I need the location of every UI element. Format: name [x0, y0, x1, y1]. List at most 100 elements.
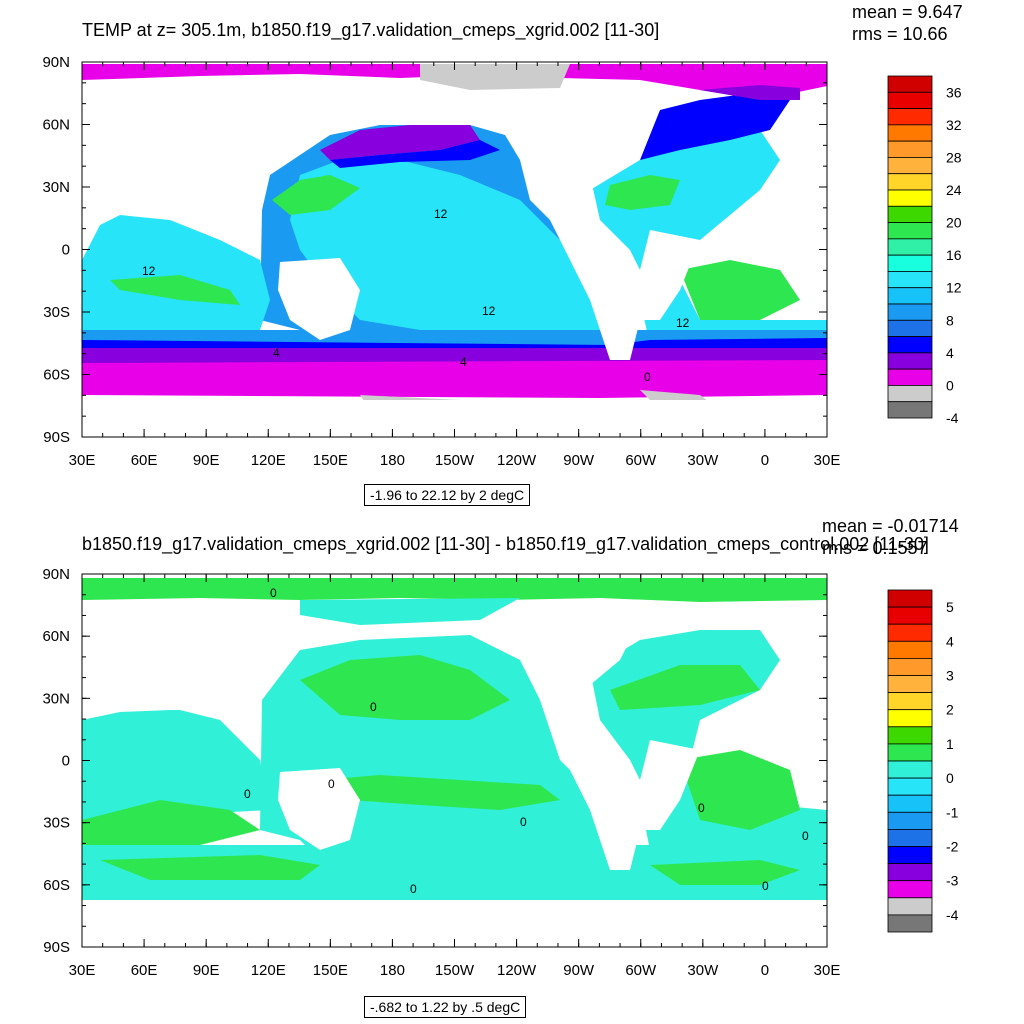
panel-1-rms: rms = 10.66 [852, 24, 948, 44]
panel-2-ocean-field [82, 578, 827, 947]
panel-2-rms: rms = 0.1557 [822, 538, 928, 558]
panel-1-mean: mean = 9.647 [852, 2, 963, 22]
colorbar-label: 4 [946, 345, 954, 361]
lat-tick-label: 60N [42, 117, 70, 134]
colorbar-label: 2 [946, 702, 954, 718]
colorbar-swatch [887, 124, 933, 142]
lon-tick-label: 150E [313, 452, 348, 469]
colorbar-swatch [887, 271, 933, 289]
colorbar-swatch [887, 287, 933, 305]
colorbar-swatch [887, 743, 933, 762]
colorbar-swatch [887, 709, 933, 728]
land-americas [530, 90, 650, 360]
lat-tick-label: 90S [43, 429, 70, 446]
colorbar-swatch [887, 675, 933, 694]
colorbar-label: -5 [946, 941, 959, 944]
contour-label: 4 [273, 346, 280, 360]
land-antarctica [82, 400, 827, 437]
lon-tick-label: 60W [625, 962, 657, 979]
lon-tick-label: 150W [435, 452, 475, 469]
lon-tick-label: 60W [625, 452, 657, 469]
colorbar-swatch [887, 222, 933, 240]
colorbar-label: 1 [946, 736, 954, 752]
colorbar-label: 5 [946, 599, 954, 615]
colorbar-label: 28 [946, 149, 962, 165]
colorbar-label: 12 [946, 280, 962, 296]
lon-tick-label: 60E [131, 962, 158, 979]
lon-tick-label: 150E [313, 962, 348, 979]
lat-tick-label: 30N [42, 179, 70, 196]
lon-tick-label: 120E [251, 452, 286, 469]
colorbar-swatch [887, 589, 933, 608]
land-africa [82, 80, 260, 220]
panel-1-map: 12 12 12 12 4 4 0 30E 60E 90E 120E 150E 180 15… [42, 54, 840, 469]
colorbar-swatch [887, 140, 933, 158]
colorbar-swatch [887, 863, 933, 882]
colorbar-swatch [887, 692, 933, 711]
contour-label: 0 [328, 777, 335, 791]
contour-label: 0 [644, 370, 651, 384]
land-africa [82, 600, 260, 720]
colorbar-label: 4 [946, 633, 954, 649]
colorbar-swatch [887, 794, 933, 813]
colorbar-swatch [887, 623, 933, 642]
colorbar-swatch [887, 897, 933, 916]
colorbar-swatch [887, 658, 933, 676]
contour-label: 0 [370, 700, 377, 714]
colorbar-label: -2 [946, 839, 959, 855]
colorbar-swatch [887, 914, 933, 933]
contour-label: 12 [142, 264, 156, 278]
lat-tick-label: 0 [62, 753, 70, 770]
colorbar-swatch [887, 319, 933, 337]
colorbar-label: 8 [946, 312, 954, 328]
lon-tick-label: 120E [251, 962, 286, 979]
lon-tick-label: 60E [131, 452, 158, 469]
contour-label: 12 [434, 207, 448, 221]
colorbar-swatch [887, 75, 933, 93]
colorbar-swatch [887, 205, 933, 223]
land-south-africa [640, 230, 700, 320]
lat-tick-label: 30N [42, 690, 70, 707]
colorbar-swatch [887, 880, 933, 899]
colorbar-swatch [887, 777, 933, 796]
lon-tick-label: 0 [761, 452, 769, 469]
land-south-africa [640, 740, 700, 830]
colorbar-swatch [887, 189, 933, 207]
lon-tick-label: 90E [193, 452, 220, 469]
land-australia [278, 258, 360, 340]
colorbar-swatch [887, 108, 933, 126]
lat-tick-label: 90N [42, 54, 70, 71]
colorbar-swatch [887, 640, 933, 659]
lon-tick-label: 30E [814, 962, 841, 979]
colorbar-label: -4 [946, 907, 959, 923]
panel-2-colorbar: 5 4 3 2 1 0 -1 -2 -3 -4 -5 [887, 589, 959, 944]
lat-tick-label: 60S [43, 367, 70, 384]
colorbar-label: 16 [946, 247, 962, 263]
colorbar-label: 0 [946, 377, 954, 393]
lat-tick-label: 90S [43, 939, 70, 956]
lon-tick-label: 0 [761, 962, 769, 979]
contour-label: 0 [270, 586, 277, 600]
colorbar-swatch [887, 846, 933, 865]
contour-label: 0 [520, 815, 527, 829]
colorbar-label: 0 [946, 770, 954, 786]
lon-tick-label: 180 [380, 452, 405, 469]
contour-label: 0 [802, 829, 809, 843]
colorbar-swatch [887, 238, 933, 256]
panel-2-map: 0 0 0 0 0 0 0 0 0 30E 60E 90E 120E 150E 180 15… [42, 566, 841, 979]
colorbar-swatch [887, 811, 933, 830]
colorbar-label: 36 [946, 84, 962, 100]
contour-label: 12 [676, 316, 690, 330]
colorbar-swatch [887, 91, 933, 109]
lon-tick-label: 30E [69, 962, 96, 979]
land-australia [278, 768, 360, 850]
lat-tick-label: 30S [43, 304, 70, 321]
colorbar-swatch [887, 606, 933, 625]
lat-tick-label: 60N [42, 628, 70, 645]
lon-tick-label: 30W [687, 962, 719, 979]
colorbar-swatch [887, 368, 933, 386]
land-americas [530, 600, 650, 870]
panel-2-mean: mean = -0.01714 [822, 516, 959, 536]
colorbar-swatch [887, 352, 933, 370]
contour-label: 0 [762, 879, 769, 893]
